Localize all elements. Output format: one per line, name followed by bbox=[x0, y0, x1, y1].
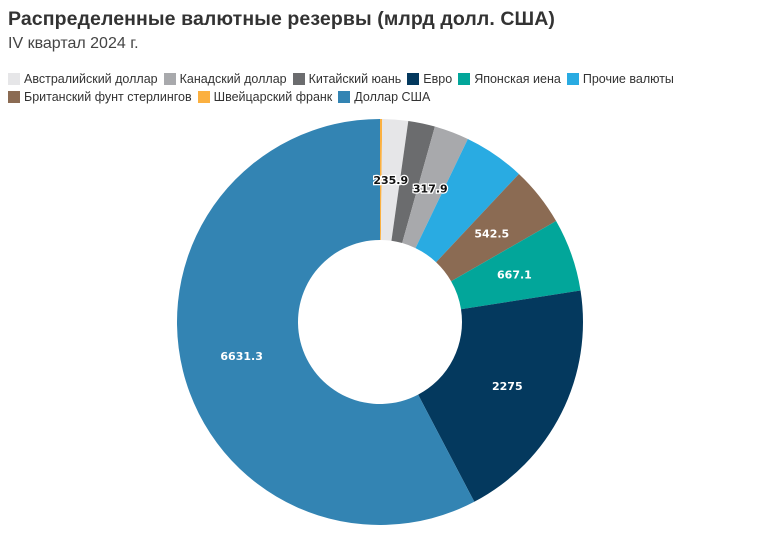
legend-swatch-icon bbox=[197, 91, 210, 103]
slice-value-label: 542.5 bbox=[474, 228, 509, 241]
legend-swatch-icon bbox=[292, 73, 305, 85]
donut-slice[interactable] bbox=[415, 138, 519, 263]
legend-label: Китайский юань bbox=[308, 72, 402, 86]
legend-label: Доллар США bbox=[354, 90, 431, 104]
legend-item[interactable]: Австралийский доллар bbox=[8, 72, 158, 86]
legend-label: Швейцарский франк bbox=[213, 90, 333, 104]
donut-slice[interactable] bbox=[176, 119, 475, 525]
legend-swatch-icon bbox=[338, 91, 351, 103]
donut-slice[interactable] bbox=[380, 119, 409, 241]
slice-value-label: 667.1 bbox=[497, 269, 532, 282]
chart-title: Распределенные валютные резервы (млрд до… bbox=[8, 8, 556, 30]
donut-slice[interactable] bbox=[380, 119, 383, 241]
slice-value-label: 317.9 bbox=[413, 183, 448, 196]
slice-value-label: 235.9 bbox=[373, 174, 408, 187]
donut-slice[interactable] bbox=[418, 290, 583, 502]
slice-value-label: 6631.3 bbox=[220, 350, 262, 363]
legend-label: Канадский доллар bbox=[179, 72, 287, 86]
legend-item[interactable]: Евро bbox=[407, 72, 452, 86]
legend-item[interactable]: Прочие валюты bbox=[566, 72, 674, 86]
legend-swatch-icon bbox=[8, 73, 20, 85]
legend-label: Евро bbox=[423, 72, 453, 86]
legend-item[interactable]: Швейцарский франк bbox=[197, 90, 333, 104]
legend-item[interactable]: Китайский юань bbox=[292, 72, 402, 86]
donut-slice[interactable] bbox=[391, 120, 435, 244]
legend-item[interactable]: Канадский доллар bbox=[163, 72, 287, 86]
chart-legend: Австралийский доллар Канадский доллар Кита… bbox=[8, 70, 748, 106]
donut-slice[interactable] bbox=[402, 126, 468, 249]
legend-swatch-icon bbox=[407, 73, 420, 85]
legend-label: Прочие валюты bbox=[582, 72, 674, 86]
slice-value-label: 2275 bbox=[492, 380, 523, 393]
legend-label: Британский фунт стерлингов bbox=[24, 90, 192, 104]
legend-swatch-icon bbox=[8, 91, 20, 103]
legend-item[interactable]: Британский фунт стерлингов bbox=[8, 90, 192, 104]
legend-label: Австралийский доллар bbox=[24, 72, 158, 86]
legend-row: Британский фунт стерлингов Швейцарский фр… bbox=[8, 88, 748, 106]
donut-slice[interactable] bbox=[451, 221, 581, 310]
legend-swatch-icon bbox=[458, 73, 471, 85]
donut-slice[interactable] bbox=[436, 173, 557, 282]
legend-swatch-icon bbox=[163, 73, 176, 85]
legend-item[interactable]: Доллар США bbox=[338, 90, 430, 104]
legend-row: Австралийский доллар Канадский доллар Кита… bbox=[8, 70, 748, 88]
legend-item[interactable]: Японская иена bbox=[458, 72, 561, 86]
legend-swatch-icon bbox=[566, 73, 579, 85]
chart-subtitle: IV квартал 2024 г. bbox=[8, 35, 139, 52]
legend-label: Японская иена bbox=[474, 72, 561, 86]
